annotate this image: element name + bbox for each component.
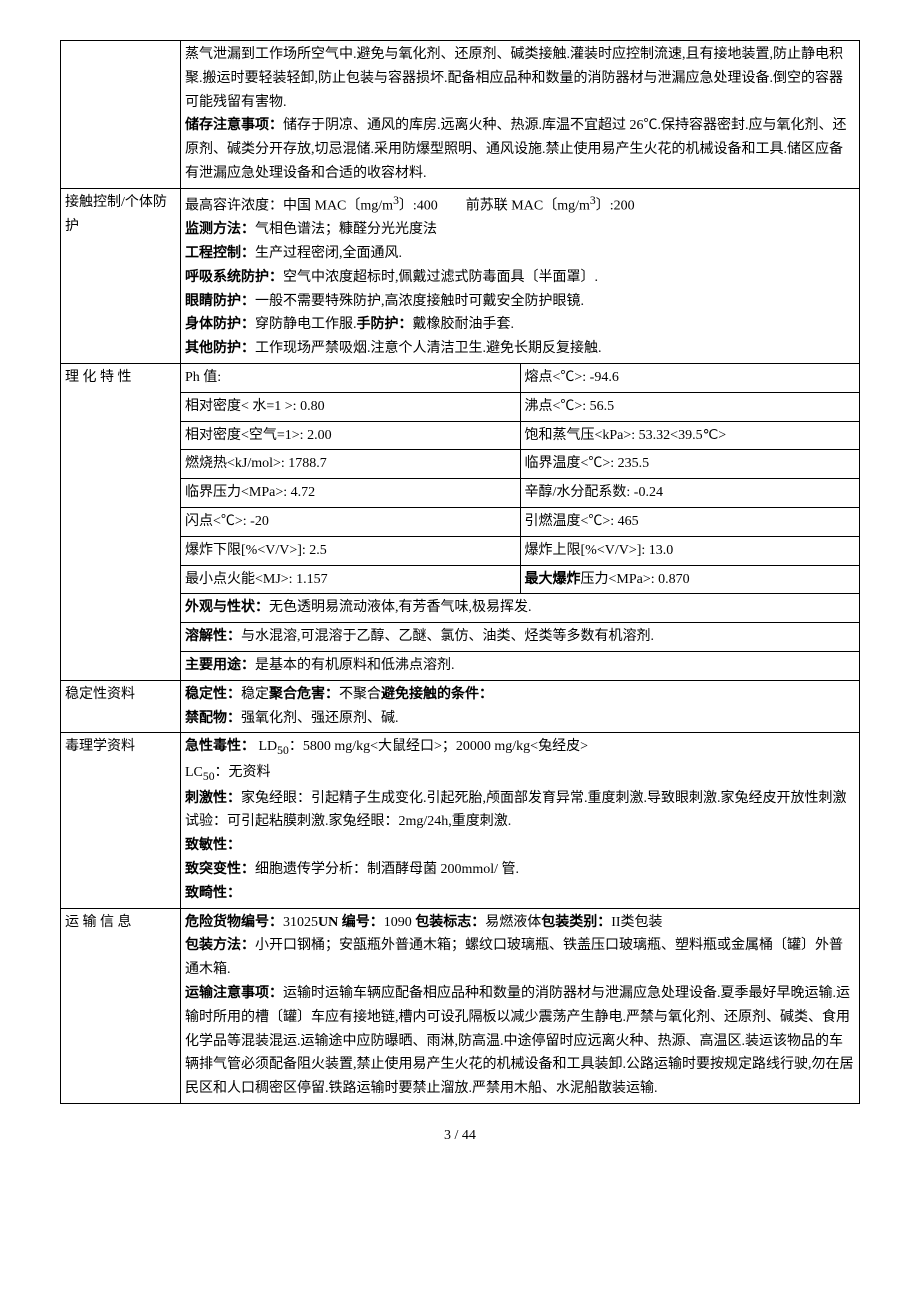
row-label: 运 输 信 息 — [61, 908, 181, 1103]
table-cell: 外观与性状：无色透明易流动液体,有芳香气味,极易挥发. — [181, 594, 860, 623]
table-cell: 最小点火能<MJ>: 1.157 — [181, 565, 521, 594]
msds-table-body: 蒸气泄漏到工作场所空气中.避免与氧化剂、还原剂、碱类接触.灌装时应控制流速,且有… — [61, 41, 860, 1104]
table-row: 稳定性资料稳定性：稳定聚合危害：不聚合避免接触的条件：禁配物：强氧化剂、强还原剂… — [61, 680, 860, 733]
table-cell: 相对密度<空气=1>: 2.00 — [181, 421, 521, 450]
row-label: 毒理学资料 — [61, 733, 181, 908]
table-row: 临界压力<MPa>: 4.72辛醇/水分配系数: -0.24 — [61, 479, 860, 508]
table-cell: 溶解性：与水混溶,可混溶于乙醇、乙醚、氯仿、油类、烃类等多数有机溶剂. — [181, 623, 860, 652]
table-cell: 稳定性：稳定聚合危害：不聚合避免接触的条件：禁配物：强氧化剂、强还原剂、碱. — [181, 680, 860, 733]
table-row: 接触控制/个体防护最高容许浓度：中国 MAC〔mg/m3〕:400 前苏联 MA… — [61, 188, 860, 363]
table-cell: 熔点<℃>: -94.6 — [520, 364, 860, 393]
table-row: 燃烧热<kJ/mol>: 1788.7临界温度<℃>: 235.5 — [61, 450, 860, 479]
table-cell: 临界压力<MPa>: 4.72 — [181, 479, 521, 508]
table-cell: 饱和蒸气压<kPa>: 53.32<39.5℃> — [520, 421, 860, 450]
table-cell: 最大爆炸压力<MPa>: 0.870 — [520, 565, 860, 594]
row-label: 稳定性资料 — [61, 680, 181, 733]
row-label — [61, 41, 181, 189]
table-row: 毒理学资料急性毒性： LD50：5800 mg/kg<大鼠经口>；20000 m… — [61, 733, 860, 908]
table-row: 蒸气泄漏到工作场所空气中.避免与氧化剂、还原剂、碱类接触.灌装时应控制流速,且有… — [61, 41, 860, 189]
row-label: 理 化 特 性 — [61, 364, 181, 681]
table-cell: 临界温度<℃>: 235.5 — [520, 450, 860, 479]
table-cell: 最高容许浓度：中国 MAC〔mg/m3〕:400 前苏联 MAC〔mg/m3〕:… — [181, 188, 860, 363]
table-cell: 危险货物编号：31025UN 编号：1090 包装标志：易燃液体包装类别：II类… — [181, 908, 860, 1103]
table-cell: 主要用途：是基本的有机原料和低沸点溶剂. — [181, 651, 860, 680]
table-row: 外观与性状：无色透明易流动液体,有芳香气味,极易挥发. — [61, 594, 860, 623]
table-cell: 沸点<℃>: 56.5 — [520, 392, 860, 421]
table-cell: 燃烧热<kJ/mol>: 1788.7 — [181, 450, 521, 479]
row-label: 接触控制/个体防护 — [61, 188, 181, 363]
table-cell: 爆炸上限[%<V/V>]: 13.0 — [520, 536, 860, 565]
table-row: 相对密度< 水=1 >: 0.80沸点<℃>: 56.5 — [61, 392, 860, 421]
table-cell: 引燃温度<℃>: 465 — [520, 508, 860, 537]
table-row: 最小点火能<MJ>: 1.157最大爆炸压力<MPa>: 0.870 — [61, 565, 860, 594]
table-cell: 爆炸下限[%<V/V>]: 2.5 — [181, 536, 521, 565]
table-row: 主要用途：是基本的有机原料和低沸点溶剂. — [61, 651, 860, 680]
table-row: 爆炸下限[%<V/V>]: 2.5爆炸上限[%<V/V>]: 13.0 — [61, 536, 860, 565]
table-cell: 蒸气泄漏到工作场所空气中.避免与氧化剂、还原剂、碱类接触.灌装时应控制流速,且有… — [181, 41, 860, 189]
table-cell: Ph 值: — [181, 364, 521, 393]
table-cell: 急性毒性： LD50：5800 mg/kg<大鼠经口>；20000 mg/kg<… — [181, 733, 860, 908]
msds-table: 蒸气泄漏到工作场所空气中.避免与氧化剂、还原剂、碱类接触.灌装时应控制流速,且有… — [60, 40, 860, 1104]
table-row: 运 输 信 息危险货物编号：31025UN 编号：1090 包装标志：易燃液体包… — [61, 908, 860, 1103]
page-footer: 3 / 44 — [60, 1124, 860, 1148]
table-row: 闪点<℃>: -20引燃温度<℃>: 465 — [61, 508, 860, 537]
table-cell: 相对密度< 水=1 >: 0.80 — [181, 392, 521, 421]
table-row: 相对密度<空气=1>: 2.00饱和蒸气压<kPa>: 53.32<39.5℃> — [61, 421, 860, 450]
table-row: 理 化 特 性Ph 值:熔点<℃>: -94.6 — [61, 364, 860, 393]
table-row: 溶解性：与水混溶,可混溶于乙醇、乙醚、氯仿、油类、烃类等多数有机溶剂. — [61, 623, 860, 652]
table-cell: 闪点<℃>: -20 — [181, 508, 521, 537]
table-cell: 辛醇/水分配系数: -0.24 — [520, 479, 860, 508]
